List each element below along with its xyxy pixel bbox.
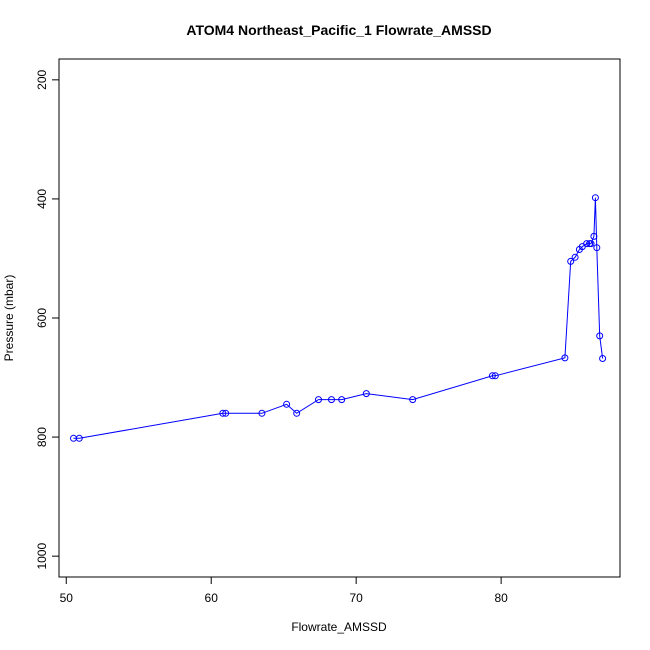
data-point xyxy=(219,409,227,417)
data-point xyxy=(488,372,496,380)
data-point xyxy=(561,354,569,362)
data-point xyxy=(590,232,598,240)
data-point xyxy=(491,372,499,380)
plot-area xyxy=(70,194,607,442)
data-point xyxy=(315,396,322,404)
y-tick-label: 400 xyxy=(35,189,49,209)
x-axis-label: Flowrate_AMSSD xyxy=(291,620,387,634)
data-point xyxy=(283,400,291,408)
y-tick-label: 1000 xyxy=(35,543,49,570)
data-point xyxy=(328,396,335,404)
data-point xyxy=(596,332,604,340)
axes-layer: 50 60 70 80 200 400 600 800 1000 xyxy=(35,58,621,605)
data-point xyxy=(362,390,370,398)
data-point xyxy=(75,434,83,442)
data-point xyxy=(599,355,607,362)
data-point xyxy=(409,396,417,404)
data-point xyxy=(583,240,591,248)
data-point xyxy=(587,240,595,248)
data-point xyxy=(591,194,599,202)
data-point xyxy=(258,409,266,417)
y-tick-label: 800 xyxy=(35,427,49,447)
x-tick-label: 60 xyxy=(205,591,219,605)
x-tick-label: 80 xyxy=(494,591,508,605)
y-axis-label: Pressure (mbar) xyxy=(2,275,16,362)
data-point xyxy=(593,244,601,252)
x-tick-label: 50 xyxy=(60,591,74,605)
data-point xyxy=(338,396,346,404)
data-point xyxy=(222,409,230,417)
y-tick-label: 200 xyxy=(35,69,49,89)
data-point xyxy=(571,253,579,261)
chart-title: ATOM4 Northeast_Pacific_1 Flowrate_AMSSD xyxy=(186,22,491,38)
y-tick-label: 600 xyxy=(35,308,49,328)
data-point xyxy=(567,257,575,265)
data-point xyxy=(293,409,301,417)
plot-layer xyxy=(70,194,607,442)
x-tick-label: 70 xyxy=(349,591,363,605)
